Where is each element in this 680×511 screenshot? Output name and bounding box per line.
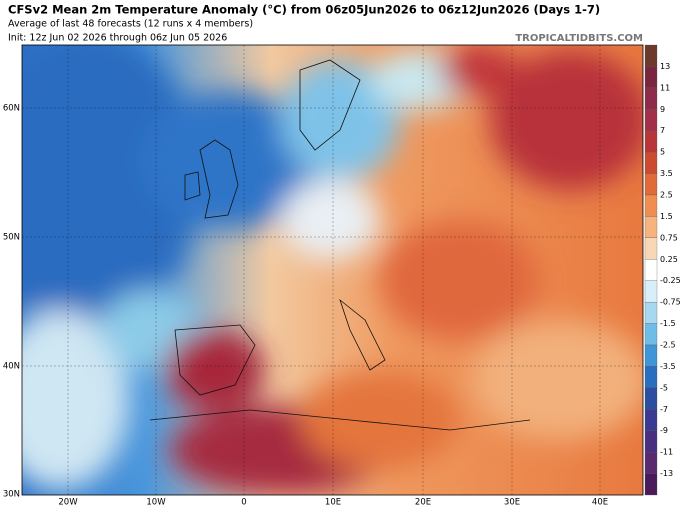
map-frame (21, 44, 644, 496)
lat-label: 30N (3, 490, 20, 500)
colorbar-label: -0.75 (660, 298, 680, 307)
colorbar-label: -5 (660, 383, 668, 392)
anomaly-map (22, 45, 643, 495)
colorbar-label: -7 (660, 405, 668, 414)
colorbar-label: -9 (660, 426, 668, 435)
colorbar-swatch (644, 323, 658, 346)
colorbar-label: -13 (660, 469, 673, 478)
colorbar-swatch (644, 430, 658, 453)
colorbar-swatch (644, 387, 658, 410)
lon-label: 20W (58, 498, 78, 508)
colorbar-swatch (644, 194, 658, 217)
colorbar-swatch (644, 173, 658, 196)
colorbar-swatch (644, 473, 658, 496)
colorbar-swatch (644, 87, 658, 110)
title: CFSv2 Mean 2m Temperature Anomaly (°C) f… (8, 3, 600, 17)
colorbar-swatch (644, 409, 658, 431)
credit: TROPICALTIDBITS.COM (515, 33, 643, 44)
colorbar-swatch (644, 44, 658, 67)
colorbar-swatch (644, 216, 658, 239)
colorbar-label: 5 (660, 148, 665, 157)
colorbar-label: 11 (660, 83, 670, 92)
colorbar-swatch (644, 280, 658, 303)
colorbar-label: -1.5 (660, 319, 676, 328)
colorbar-label: 0.75 (660, 233, 678, 242)
colorbar-swatch (644, 451, 658, 474)
colorbar-label: -11 (660, 448, 673, 457)
lat-label: 60N (3, 104, 20, 114)
colorbar-swatch (644, 130, 658, 153)
colorbar-swatch (644, 301, 658, 324)
colorbar: 13 11 9 7 5 3.5 2.5 1.5 0.75 0.25 -0.25 -0.75 -1.5 -2… (644, 44, 680, 496)
colorbar-label: -0.25 (660, 276, 680, 285)
colorbar-swatch (644, 109, 658, 131)
colorbar-label: 7 (660, 126, 665, 135)
init-text: Init: 12z Jun 02 2026 through 06z Jun 05… (8, 33, 227, 44)
lon-label: 40E (592, 498, 608, 508)
colorbar-label: 0.25 (660, 255, 678, 264)
lon-label: 10W (146, 498, 166, 508)
colorbar-label: 2.5 (660, 191, 673, 200)
colorbar-swatch (644, 259, 658, 281)
colorbar-label: -3.5 (660, 362, 676, 371)
colorbar-label: 9 (660, 105, 665, 114)
lon-label: 20E (415, 498, 431, 508)
axis-labels: 60N 50N 40N 30N 20W 10W 0 10E 20E 30E 40E (3, 104, 608, 508)
colorbar-swatch (644, 366, 658, 389)
lat-label: 50N (3, 233, 20, 243)
colorbar-label: 13 (660, 62, 670, 71)
colorbar-swatch (644, 237, 658, 260)
colorbar-label: -2.5 (660, 341, 676, 350)
colorbar-swatch (644, 344, 658, 367)
lon-label: 0 (241, 498, 246, 508)
colorbar-swatch (644, 66, 658, 89)
lon-label: 30E (504, 498, 520, 508)
subtitle: Average of last 48 forecasts (12 runs x … (8, 19, 253, 30)
lon-label: 10E (325, 498, 341, 508)
colorbar-swatch (644, 151, 658, 174)
colorbar-label: 3.5 (660, 169, 673, 178)
colorbar-label: 1.5 (660, 212, 673, 221)
lat-label: 40N (3, 362, 20, 372)
